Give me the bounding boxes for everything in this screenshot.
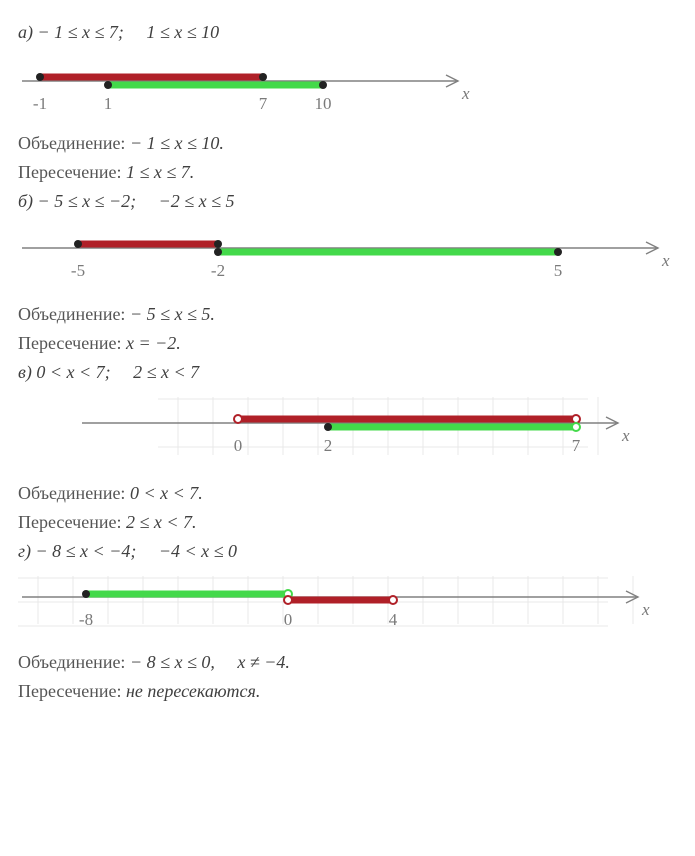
number-line-chart: x -1 1 7 10 (18, 53, 478, 123)
problem-condition: г) − 8 ≤ x < −4; −4 < x ≤ 0 (18, 541, 677, 562)
number-line-chart: x -8 0 4 (18, 572, 658, 642)
svg-text:7: 7 (259, 94, 268, 113)
intersection-value: 1 ≤ x ≤ 7. (121, 162, 194, 182)
problem-label: в) (18, 362, 32, 382)
problem-inequalities: 0 < x < 7; 2 ≤ x < 7 (32, 362, 199, 382)
svg-text:-8: -8 (79, 610, 93, 629)
problem-label: а) (18, 22, 33, 42)
intersection-value: не пересекаются. (121, 681, 260, 701)
union-line: Объединение: 0 < x < 7. (18, 483, 677, 504)
problem-label: г) (18, 541, 31, 561)
intersection-line: Пересечение: 1 ≤ x ≤ 7. (18, 162, 677, 183)
number-line-chart: x 0 2 7 (78, 393, 638, 473)
union-line: Объединение: − 8 ≤ x ≤ 0, x ≠ −4. (18, 652, 677, 673)
intersection-line: Пересечение: 2 ≤ x < 7. (18, 512, 677, 533)
problem-condition: б) − 5 ≤ x ≤ −2; −2 ≤ x ≤ 5 (18, 191, 677, 212)
union-line: Объединение: − 1 ≤ x ≤ 10. (18, 133, 677, 154)
union-value: − 1 ≤ x ≤ 10. (125, 133, 223, 153)
problem-condition: в) 0 < x < 7; 2 ≤ x < 7 (18, 362, 677, 383)
svg-text:-1: -1 (33, 94, 47, 113)
intersection-value: x = −2. (121, 333, 180, 353)
problem-condition: а) − 1 ≤ x ≤ 7; 1 ≤ x ≤ 10 (18, 22, 677, 43)
svg-text:x: x (641, 600, 650, 619)
intersection-label: Пересечение: (18, 512, 121, 532)
svg-text:x: x (461, 84, 470, 103)
intersection-label: Пересечение: (18, 162, 121, 182)
svg-text:1: 1 (104, 94, 113, 113)
svg-text:2: 2 (324, 436, 333, 455)
svg-text:-5: -5 (71, 261, 85, 280)
union-label: Объединение: (18, 483, 125, 503)
union-value: 0 < x < 7. (125, 483, 202, 503)
svg-text:7: 7 (572, 436, 581, 455)
svg-text:4: 4 (389, 610, 398, 629)
number-line-chart: x -5 -2 5 (18, 222, 678, 294)
union-label: Объединение: (18, 133, 125, 153)
intersection-label: Пересечение: (18, 681, 121, 701)
union-label: Объединение: (18, 304, 125, 324)
svg-text:0: 0 (284, 610, 293, 629)
union-value: − 8 ≤ x ≤ 0, x ≠ −4. (125, 652, 289, 672)
problem-inequalities: − 8 ≤ x < −4; −4 < x ≤ 0 (31, 541, 237, 561)
intersection-value: 2 ≤ x < 7. (121, 512, 196, 532)
union-line: Объединение: − 5 ≤ x ≤ 5. (18, 304, 677, 325)
svg-text:0: 0 (234, 436, 243, 455)
svg-text:x: x (661, 251, 670, 270)
union-value: − 5 ≤ x ≤ 5. (125, 304, 214, 324)
problem-inequalities: − 5 ≤ x ≤ −2; −2 ≤ x ≤ 5 (33, 191, 234, 211)
svg-text:-2: -2 (211, 261, 225, 280)
svg-text:x: x (621, 426, 630, 445)
intersection-line: Пересечение: x = −2. (18, 333, 677, 354)
svg-text:10: 10 (315, 94, 332, 113)
svg-text:5: 5 (554, 261, 563, 280)
intersection-line: Пересечение: не пересекаются. (18, 681, 677, 702)
problem-inequalities: − 1 ≤ x ≤ 7; 1 ≤ x ≤ 10 (33, 22, 219, 42)
intersection-label: Пересечение: (18, 333, 121, 353)
problem-label: б) (18, 191, 33, 211)
union-label: Объединение: (18, 652, 125, 672)
